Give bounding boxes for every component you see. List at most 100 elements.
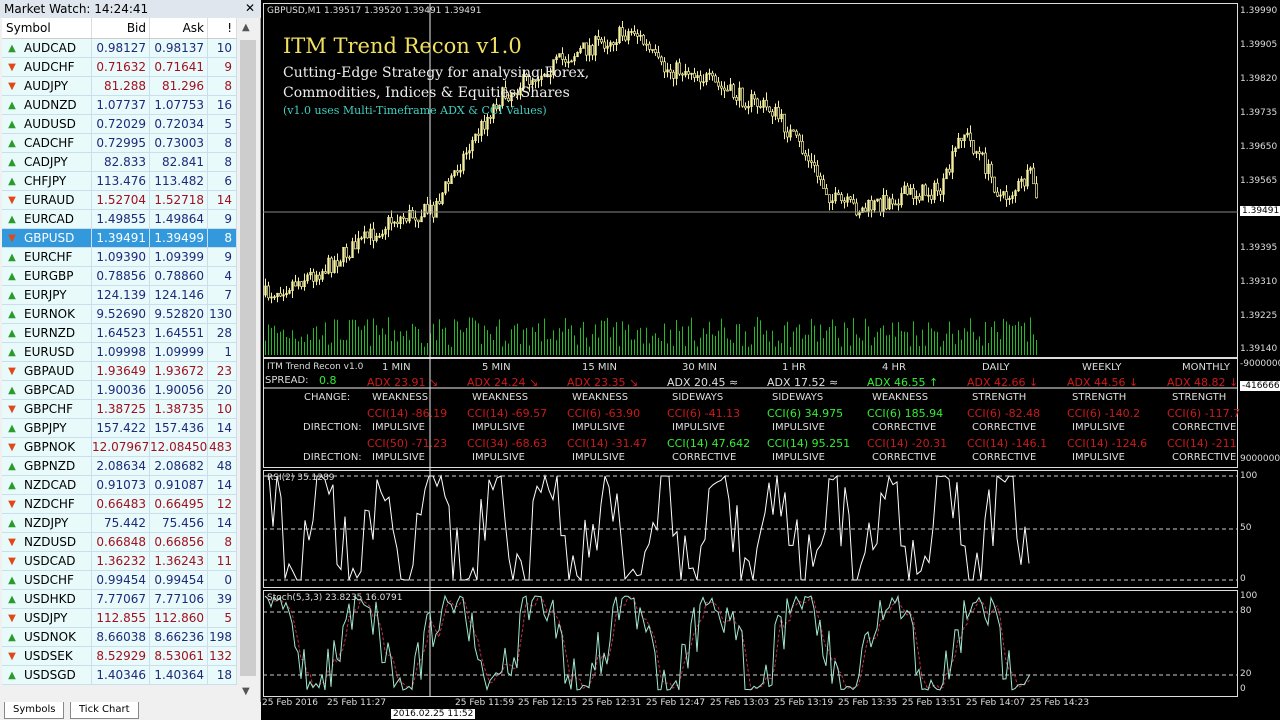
candle-body — [327, 257, 330, 274]
close-icon[interactable]: ✕ — [244, 1, 255, 15]
symbol-row[interactable]: ▼ NZDCHF 0.66483 0.66495 12 — [2, 495, 237, 514]
candle-body — [906, 185, 909, 195]
scroll-up-icon[interactable]: ▲ — [242, 22, 250, 33]
main-price-pane[interactable] — [263, 3, 1238, 358]
arrow-up-icon: ▲ — [8, 118, 16, 130]
time-axis-label: 25 Feb 13:03 — [710, 698, 770, 708]
bid-cell: 113.476 — [92, 172, 150, 190]
candle-body — [663, 61, 666, 73]
candle-body — [315, 274, 318, 282]
spread-cell: 1 — [208, 343, 237, 361]
candle-body — [765, 99, 768, 108]
symbol-row[interactable]: ▼ GBPUSD 1.39491 1.39499 8 — [2, 229, 237, 248]
candle-body — [729, 84, 732, 91]
symbol-row[interactable]: ▲ EURNZD 1.64523 1.64551 28 — [2, 324, 237, 343]
symbol-name: GBPCAD — [24, 382, 75, 397]
bid-cell: 82.833 — [92, 153, 150, 171]
symbol-row[interactable]: ▲ USDHKD 7.77067 7.77106 39 — [2, 590, 237, 609]
column-header-bid[interactable]: Bid — [92, 18, 150, 38]
market-watch-scrollbar[interactable]: ▲ ▼ — [238, 18, 258, 701]
symbol-row[interactable]: ▼ USDCAD 1.36232 1.36243 11 — [2, 552, 237, 571]
symbol-row[interactable]: ▲ CHFJPY 113.476 113.482 6 — [2, 172, 237, 191]
candle-body — [768, 106, 771, 113]
column-header-spread[interactable]: ! — [208, 18, 237, 38]
column-header-symbol[interactable]: Symbol — [2, 18, 92, 38]
price-axis-label: 1.39310 — [1240, 277, 1278, 287]
symbol-row[interactable]: ▲ CADCHF 0.72995 0.73003 8 — [2, 134, 237, 153]
symbol-row[interactable]: ▲ EURCHF 1.09390 1.09399 9 — [2, 248, 237, 267]
change-state: SIDEWAYS — [672, 392, 724, 403]
symbol-row[interactable]: ▲ NZDCAD 0.91073 0.91087 14 — [2, 476, 237, 495]
symbol-row[interactable]: ▼ NZDUSD 0.66848 0.66856 8 — [2, 533, 237, 552]
column-header-ask[interactable]: Ask — [150, 18, 208, 38]
candle-body — [645, 43, 648, 46]
ask-cell: 1.36243 — [150, 552, 208, 570]
bid-cell: 0.98127 — [92, 39, 150, 57]
candle-body — [642, 34, 645, 45]
candle-body — [423, 204, 426, 218]
arrow-up-icon: ▲ — [8, 308, 16, 320]
symbol-row[interactable]: ▲ EURGBP 0.78856 0.78860 4 — [2, 267, 237, 286]
arrow-down-icon: ▼ — [8, 194, 16, 206]
scrollbar-thumb[interactable] — [240, 40, 256, 676]
stochastic-pane[interactable] — [263, 590, 1238, 697]
candle-body — [552, 59, 555, 76]
symbol-row[interactable]: ▲ EURCAD 1.49855 1.49864 9 — [2, 210, 237, 229]
symbol-cell: ▲ CADCHF — [2, 134, 92, 152]
symbol-row[interactable]: ▲ AUDNZD 1.07737 1.07753 16 — [2, 96, 237, 115]
symbol-row[interactable]: ▲ USDNOK 8.66038 8.66236 198 — [2, 628, 237, 647]
bid-cell: 1.09390 — [92, 248, 150, 266]
arrow-up-icon: ▲ — [8, 175, 16, 187]
candle-body — [519, 87, 522, 96]
candle-body — [438, 200, 441, 204]
symbol-cell: ▼ EURAUD — [2, 191, 92, 209]
symbol-row[interactable]: ▼ GBPNOK 12.07967 12.08450 483 — [2, 438, 237, 457]
symbol-row[interactable]: ▼ GBPAUD 1.93649 1.93672 23 — [2, 362, 237, 381]
candle-body — [702, 81, 705, 84]
spread-cell: 18 — [208, 666, 237, 684]
candle-body — [921, 184, 924, 201]
bid-cell: 1.49855 — [92, 210, 150, 228]
tab-tick-chart[interactable]: Tick Chart — [70, 702, 139, 719]
ask-cell: 1.07753 — [150, 96, 208, 114]
direction-primary: IMPULSIVE — [1072, 422, 1125, 433]
symbol-row[interactable]: ▼ USDJPY 112.855 112.860 5 — [2, 609, 237, 628]
symbol-row[interactable]: ▲ GBPJPY 157.422 157.436 14 — [2, 419, 237, 438]
candle-body — [330, 257, 333, 273]
candle-body — [414, 217, 417, 221]
arrow-up-icon: ▲ — [8, 251, 16, 263]
symbol-row[interactable]: ▲ GBPCAD 1.90036 1.90056 20 — [2, 381, 237, 400]
symbol-row[interactable]: ▼ USDSEK 8.52929 8.53061 132 — [2, 647, 237, 666]
direction-primary: CORRECTIVE — [872, 422, 937, 433]
cci-primary: CCI(6) -63.90 — [567, 407, 641, 420]
symbol-row[interactable]: ▲ EURNOK 9.52690 9.52820 130 — [2, 305, 237, 324]
timeframe-label: 1 HR — [782, 362, 807, 373]
direction-primary: IMPULSIVE — [572, 422, 625, 433]
symbol-row[interactable]: ▼ AUDCHF 0.71632 0.71641 9 — [2, 58, 237, 77]
symbol-row[interactable]: ▲ AUDCAD 0.98127 0.98137 10 — [2, 39, 237, 58]
direction-secondary: IMPULSIVE — [1072, 452, 1125, 463]
symbol-row[interactable]: ▲ USDCHF 0.99454 0.99454 0 — [2, 571, 237, 590]
candle-body — [750, 94, 753, 107]
symbol-row[interactable]: ▼ EURAUD 1.52704 1.52718 14 — [2, 191, 237, 210]
tab-symbols[interactable]: Symbols — [4, 702, 65, 719]
candle-body — [630, 31, 633, 33]
direction-primary: IMPULSIVE — [772, 422, 825, 433]
symbol-row[interactable]: ▲ AUDUSD 0.72029 0.72034 5 — [2, 115, 237, 134]
symbol-name: AUDCHF — [24, 59, 75, 74]
symbol-row[interactable]: ▲ GBPNZD 2.08634 2.08682 48 — [2, 457, 237, 476]
chart-window[interactable]: GBPUSD,M1 1.39517 1.39520 1.39491 1.3949… — [262, 0, 1280, 720]
symbol-row[interactable]: ▼ AUDJPY 81.288 81.296 8 — [2, 77, 237, 96]
direction-secondary: IMPULSIVE — [572, 452, 625, 463]
candle-body — [924, 184, 927, 196]
symbol-row[interactable]: ▲ EURUSD 1.09998 1.09999 1 — [2, 343, 237, 362]
scroll-down-icon[interactable]: ▼ — [242, 686, 250, 697]
candle-body — [717, 81, 720, 87]
trend-recon-pane[interactable] — [263, 358, 1238, 468]
symbol-row[interactable]: ▲ CADJPY 82.833 82.841 8 — [2, 153, 237, 172]
symbol-row[interactable]: ▼ GBPCHF 1.38725 1.38735 10 — [2, 400, 237, 419]
symbol-row[interactable]: ▲ EURJPY 124.139 124.146 7 — [2, 286, 237, 305]
symbol-row[interactable]: ▲ USDSGD 1.40346 1.40364 18 — [2, 666, 237, 685]
symbol-row[interactable]: ▲ NZDJPY 75.442 75.456 14 — [2, 514, 237, 533]
candle-body — [462, 153, 465, 171]
